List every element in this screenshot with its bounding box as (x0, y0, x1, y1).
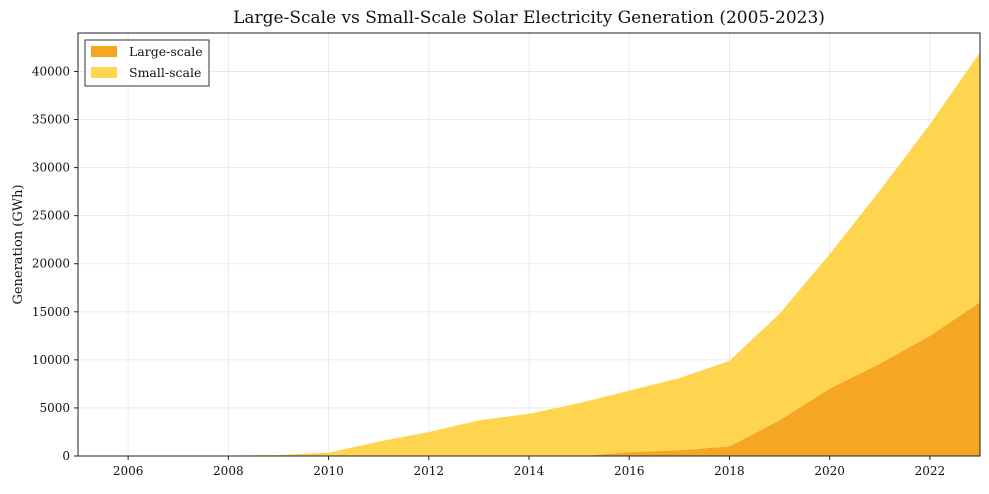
legend-swatch-large-scale (91, 46, 117, 57)
legend-label-small-scale: Small-scale (129, 65, 201, 80)
legend-swatch-small-scale (91, 67, 117, 78)
x-tick-label: 2020 (814, 464, 845, 478)
axis-ticks: 2006 2008 2010 2012 2014 2016 2018 2020 2022 0 500… (32, 64, 945, 478)
y-tick-label: 40000 (32, 64, 70, 78)
x-tick-label: 2018 (714, 464, 745, 478)
area-series (78, 52, 980, 457)
x-tick-label: 2006 (113, 464, 144, 478)
y-tick-label: 0 (62, 449, 70, 463)
y-tick-label: 25000 (32, 209, 70, 223)
legend-label-large-scale: Large-scale (129, 44, 203, 59)
y-tick-label: 5000 (39, 401, 70, 415)
legend: Large-scale Small-scale (84, 39, 210, 87)
x-tick-label: 2012 (414, 464, 445, 478)
area-small-scale (78, 52, 980, 457)
y-tick-label: 15000 (32, 305, 70, 319)
y-tick-label: 30000 (32, 161, 70, 175)
x-tick-label: 2022 (915, 464, 946, 478)
x-tick-label: 2010 (313, 464, 344, 478)
y-axis-label: Generation (GWh) (11, 184, 26, 304)
y-tick-label: 10000 (32, 353, 70, 367)
chart-title: Large-Scale vs Small-Scale Solar Electri… (233, 8, 825, 28)
y-tick-label: 35000 (32, 113, 70, 127)
x-tick-label: 2016 (614, 464, 645, 478)
area-large-scale (78, 302, 980, 456)
y-tick-label: 20000 (32, 257, 70, 271)
x-tick-label: 2014 (514, 464, 545, 478)
x-tick-label: 2008 (213, 464, 244, 478)
